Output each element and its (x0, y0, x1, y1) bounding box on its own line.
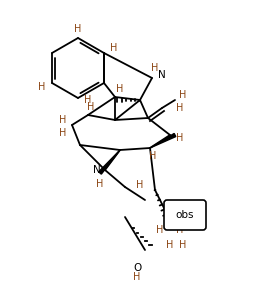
Text: H: H (116, 84, 124, 94)
Text: H: H (96, 179, 104, 189)
Text: H: H (166, 240, 174, 250)
Text: H: H (176, 225, 184, 235)
Text: H: H (156, 225, 164, 235)
Text: H: H (179, 90, 187, 100)
Text: H: H (74, 24, 82, 34)
Text: H: H (136, 180, 144, 190)
Polygon shape (150, 133, 176, 148)
Text: H: H (87, 102, 95, 112)
FancyBboxPatch shape (164, 200, 206, 230)
Text: H: H (176, 133, 184, 143)
Text: H: H (84, 95, 92, 105)
Text: obs: obs (176, 210, 194, 220)
Text: H: H (59, 115, 67, 125)
Text: H: H (133, 272, 141, 282)
Text: H: H (169, 215, 177, 225)
Text: H: H (176, 103, 184, 113)
Text: H: H (59, 128, 67, 138)
Text: H: H (110, 43, 118, 53)
Text: O: O (133, 263, 141, 273)
Text: N: N (158, 70, 166, 80)
Text: H: H (151, 63, 159, 73)
Text: H: H (38, 82, 46, 92)
Text: N: N (93, 165, 101, 175)
Text: H: H (149, 151, 157, 161)
Text: H: H (179, 240, 187, 250)
Polygon shape (99, 150, 120, 174)
